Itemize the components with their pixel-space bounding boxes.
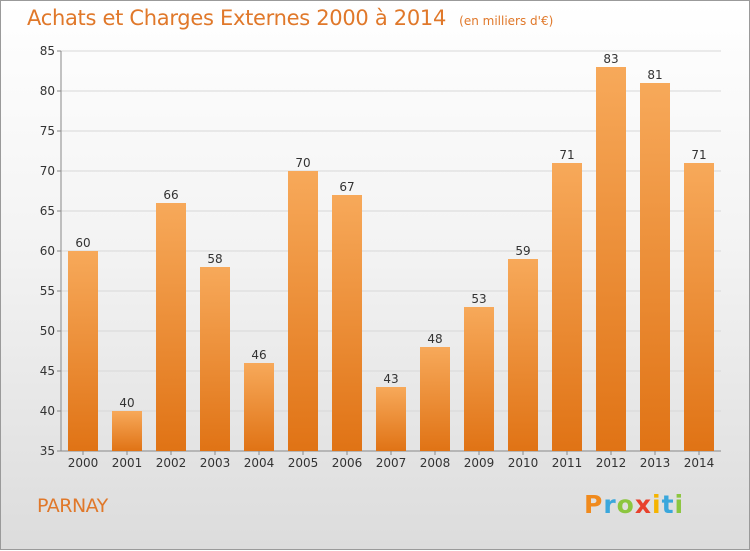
logo-letter: P: [584, 490, 604, 519]
x-tick-label: 2008: [420, 456, 451, 470]
x-tick-label: 2013: [640, 456, 671, 470]
data-label: 40: [119, 396, 134, 410]
y-tick-label: 40: [40, 404, 55, 418]
bar: [508, 259, 538, 451]
data-label: 83: [603, 52, 618, 66]
commune-name: PARNAY: [37, 495, 108, 517]
y-tick-label: 60: [40, 244, 55, 258]
x-tick-label: 2003: [200, 456, 231, 470]
y-tick-label: 55: [40, 284, 55, 298]
y-tick-label: 85: [40, 44, 55, 58]
x-tick-label: 2011: [552, 456, 583, 470]
logo-letter: i: [674, 490, 685, 519]
proxiti-logo: Proxiti: [584, 490, 684, 519]
y-tick-label: 35: [40, 444, 55, 458]
chart-title: Achats et Charges Externes 2000 à 2014: [27, 6, 447, 30]
x-tick-label: 2000: [68, 456, 99, 470]
y-tick-label: 45: [40, 364, 55, 378]
y-tick-label: 50: [40, 324, 55, 338]
x-tick-label: 2006: [332, 456, 363, 470]
logo-letter: r: [603, 490, 617, 519]
bar: [596, 67, 626, 451]
y-tick-label: 70: [40, 164, 55, 178]
logo-letter: x: [634, 490, 652, 519]
chart-header: Achats et Charges Externes 2000 à 2014 (…: [27, 6, 553, 30]
x-tick-label: 2002: [156, 456, 187, 470]
x-tick-label: 2009: [464, 456, 495, 470]
bar: [244, 363, 274, 451]
bar: [464, 307, 494, 451]
data-label: 43: [383, 372, 398, 386]
y-tick-label: 65: [40, 204, 55, 218]
x-tick-label: 2004: [244, 456, 275, 470]
bar: [552, 163, 582, 451]
data-label: 81: [647, 68, 662, 82]
data-label: 66: [163, 188, 178, 202]
x-tick-label: 2010: [508, 456, 539, 470]
logo-letter: o: [616, 490, 635, 519]
chart-subtitle: (en milliers d'€): [459, 14, 554, 28]
data-label: 70: [295, 156, 310, 170]
data-labels: 60 40 66 58 46 70 67 43 48 53 59 71 83 81 71: [75, 52, 706, 410]
bar: [68, 251, 98, 451]
data-label: 53: [471, 292, 486, 306]
data-label: 60: [75, 236, 90, 250]
bar: [684, 163, 714, 451]
data-label: 48: [427, 332, 442, 346]
bar: [200, 267, 230, 451]
bar: [112, 411, 142, 451]
x-tick-label: 2012: [596, 456, 627, 470]
data-label: 46: [251, 348, 266, 362]
data-label: 71: [559, 148, 574, 162]
bar: [332, 195, 362, 451]
x-tick-label: 2005: [288, 456, 319, 470]
bars: [68, 67, 714, 451]
logo-letter: i: [652, 490, 662, 519]
data-label: 67: [339, 180, 354, 194]
logo-letter: t: [661, 490, 675, 519]
bar: [376, 387, 406, 451]
bar: [640, 83, 670, 451]
y-tick-label: 75: [40, 124, 55, 138]
bar: [420, 347, 450, 451]
data-label: 59: [515, 244, 530, 258]
data-label: 71: [691, 148, 706, 162]
bar: [156, 203, 186, 451]
data-label: 58: [207, 252, 222, 266]
y-tick-label: 80: [40, 84, 55, 98]
x-tick-label: 2001: [112, 456, 143, 470]
bar: [288, 171, 318, 451]
x-tick-label: 2007: [376, 456, 407, 470]
x-tick-label: 2014: [684, 456, 715, 470]
